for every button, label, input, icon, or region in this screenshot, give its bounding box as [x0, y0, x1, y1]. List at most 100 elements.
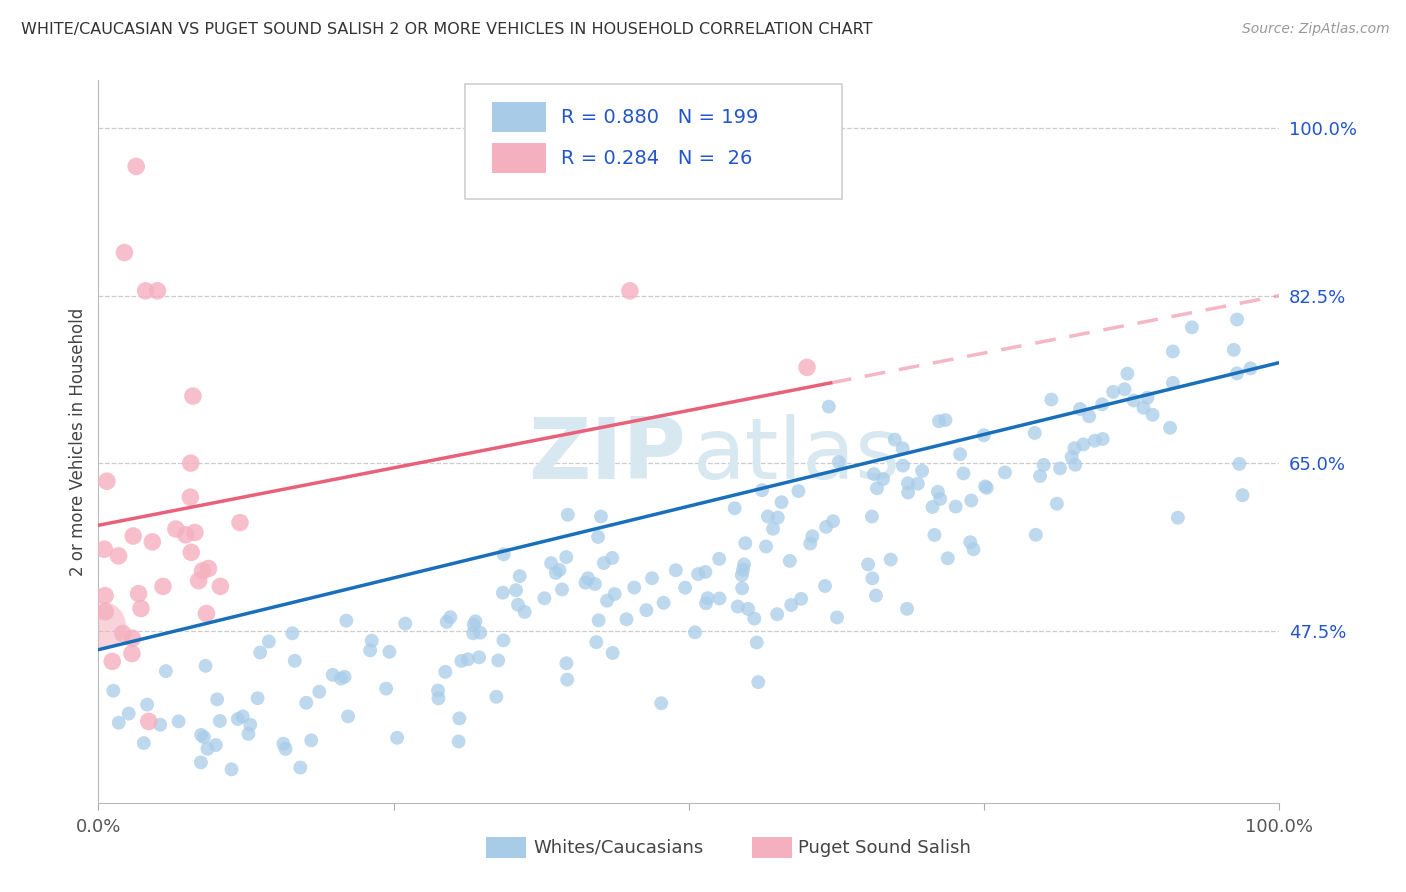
Text: ZIP: ZIP	[527, 415, 685, 498]
Point	[860, 571, 883, 585]
Point	[959, 535, 981, 549]
Point	[709, 591, 731, 606]
Point	[994, 466, 1017, 480]
Point	[762, 522, 785, 536]
Point	[330, 672, 353, 686]
Point	[1102, 384, 1125, 399]
Point	[141, 534, 163, 549]
Point	[128, 586, 150, 600]
Point	[209, 579, 232, 593]
Point	[378, 645, 401, 659]
Point	[181, 389, 204, 403]
Point	[731, 581, 754, 595]
Point	[180, 456, 202, 470]
Point	[492, 585, 515, 599]
Point	[592, 556, 614, 570]
Point	[450, 654, 472, 668]
Point	[1116, 367, 1139, 381]
Point	[191, 564, 214, 578]
Point	[513, 605, 536, 619]
Point	[865, 589, 887, 603]
Point	[190, 756, 212, 770]
Point	[136, 698, 159, 712]
Point	[94, 605, 117, 619]
Point	[281, 626, 304, 640]
Point	[949, 447, 972, 461]
Point	[195, 607, 218, 621]
Point	[825, 610, 848, 624]
Point	[184, 525, 207, 540]
Point	[375, 681, 398, 696]
Point	[167, 714, 190, 729]
Point	[101, 654, 124, 668]
Point	[274, 742, 297, 756]
Point	[463, 617, 485, 632]
Point	[891, 442, 914, 456]
Point	[1167, 510, 1189, 524]
Point	[197, 742, 219, 756]
Point	[1136, 391, 1159, 405]
Point	[295, 696, 318, 710]
Point	[576, 571, 599, 585]
Point	[1046, 497, 1069, 511]
Point	[238, 727, 260, 741]
Point	[860, 509, 883, 524]
Point	[1122, 393, 1144, 408]
Point	[229, 516, 252, 530]
Point	[273, 737, 295, 751]
Point	[1024, 425, 1046, 440]
Point	[149, 717, 172, 731]
Point	[755, 540, 778, 554]
Point	[146, 284, 169, 298]
Point	[322, 667, 344, 681]
Point	[180, 545, 202, 559]
Point	[863, 467, 886, 481]
Point	[335, 614, 357, 628]
Point	[290, 761, 312, 775]
Y-axis label: 2 or more Vehicles in Household: 2 or more Vehicles in Household	[69, 308, 87, 575]
Point	[246, 691, 269, 706]
Point	[91, 619, 114, 633]
Point	[962, 542, 984, 557]
Point	[695, 565, 717, 579]
Point	[696, 591, 718, 606]
Point	[907, 476, 929, 491]
FancyBboxPatch shape	[492, 102, 546, 132]
Point	[588, 614, 610, 628]
Point	[204, 738, 226, 752]
Point	[596, 593, 619, 607]
Point	[132, 736, 155, 750]
Point	[756, 509, 779, 524]
Point	[94, 589, 117, 603]
Point	[1132, 401, 1154, 415]
Point	[911, 464, 934, 478]
Point	[574, 575, 596, 590]
Point	[1223, 343, 1246, 357]
Point	[745, 635, 768, 649]
Point	[509, 569, 531, 583]
Point	[924, 528, 946, 542]
Point	[731, 563, 754, 577]
Point	[586, 530, 609, 544]
Point	[945, 500, 967, 514]
Point	[799, 536, 821, 550]
Point	[1114, 382, 1136, 396]
Point	[118, 706, 141, 721]
Point	[866, 481, 889, 495]
Point	[770, 495, 793, 509]
Point	[299, 733, 322, 747]
Point	[727, 599, 749, 614]
Point	[766, 607, 789, 622]
Point	[1161, 376, 1184, 390]
Point	[734, 536, 756, 550]
Point	[463, 626, 485, 640]
Point	[1232, 488, 1254, 502]
Point	[492, 547, 515, 561]
Point	[1239, 361, 1261, 376]
Point	[1227, 457, 1250, 471]
Point	[1063, 441, 1085, 455]
Point	[232, 709, 254, 723]
Point	[695, 596, 717, 610]
Point	[790, 591, 813, 606]
Point	[221, 762, 243, 776]
